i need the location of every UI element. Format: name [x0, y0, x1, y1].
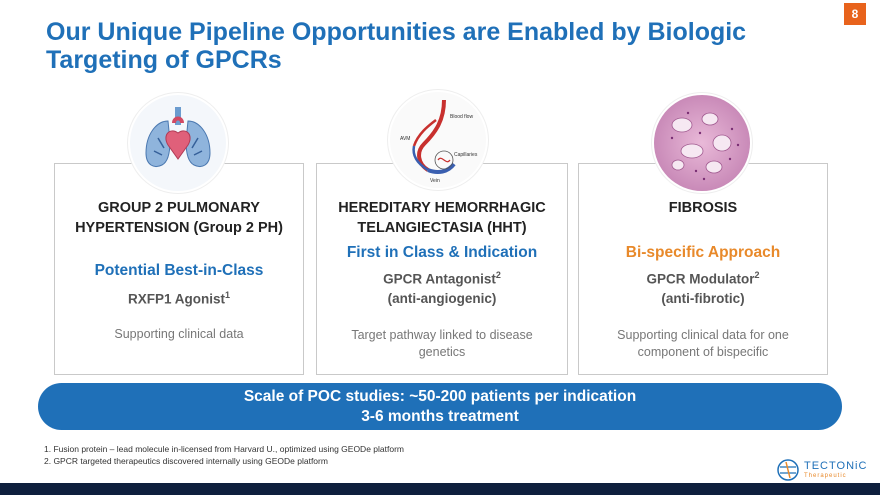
- card-title-line: HYPERTENSION (Group 2 PH): [75, 220, 283, 236]
- card-title: HEREDITARY HEMORRHAGIC TELANGIECTASIA (H…: [317, 198, 567, 238]
- diagram-label: Vein: [430, 178, 440, 184]
- diagram-label: AVM: [400, 136, 410, 142]
- footnotes: 1. Fusion protein – lead molecule in-lic…: [44, 443, 404, 467]
- card-title: GROUP 2 PULMONARY HYPERTENSION (Group 2 …: [55, 198, 303, 238]
- card-hht: HEREDITARY HEMORRHAGIC TELANGIECTASIA (H…: [316, 163, 568, 375]
- card-title: FIBROSIS: [579, 198, 827, 218]
- card-note: Supporting clinical data for one compone…: [617, 327, 789, 359]
- card-note: Target pathway linked to disease genetic…: [351, 327, 533, 359]
- logo-tagline: Therapeutic: [804, 473, 847, 479]
- card-subtitle: GPCR Antagonist2: [383, 270, 501, 287]
- page-number-badge: 8: [844, 3, 866, 25]
- footnote: 2. GPCR targeted therapeutics discovered…: [44, 456, 328, 466]
- card-subtitle: GPCR Modulator2: [646, 270, 760, 287]
- card-highlight: Bi-specific Approach: [625, 244, 781, 261]
- card-fibrosis: FIBROSIS Bi-specific Approach GPCR Modul…: [578, 163, 828, 375]
- card-title-line: GROUP 2 PULMONARY: [98, 200, 260, 216]
- card-title-line: FIBROSIS: [668, 200, 738, 216]
- card-note: Supporting clinical data: [114, 326, 244, 341]
- card-highlight: First in Class & Indication: [346, 244, 538, 261]
- logo-wordmark: TECTONiC: [804, 460, 868, 472]
- diagram-label: Blood flow: [450, 114, 473, 120]
- card-subtitle-2: (anti-fibrotic): [661, 290, 745, 306]
- card-title-line: TELANGIECTASIA (HHT): [357, 220, 527, 236]
- tissue-histology-image: [652, 93, 752, 193]
- poc-scale-banner: Scale of POC studies: ~50-200 patients p…: [38, 383, 842, 430]
- card-title-line: HEREDITARY HEMORRHAGIC: [338, 200, 546, 216]
- diagram-label: Capillaries: [454, 152, 478, 158]
- card-subtitle-2: (anti-angiogenic): [387, 290, 497, 306]
- card-highlight: Potential Best-in-Class: [94, 262, 264, 279]
- logo-globe-icon: [777, 459, 799, 481]
- company-logo: TECTONiC Therapeutic: [776, 458, 872, 482]
- card-subtitle: RXFP1 Agonist1: [127, 290, 231, 307]
- heart-lungs-icon: [128, 93, 228, 193]
- footnote: 1. Fusion protein – lead molecule in-lic…: [44, 444, 404, 454]
- card-pulmonary-hypertension: GROUP 2 PULMONARY HYPERTENSION (Group 2 …: [54, 163, 304, 375]
- slide-title: Our Unique Pipeline Opportunities are En…: [46, 18, 747, 74]
- blood-vessel-diagram: Blood flow AVM Capillaries Vein: [388, 90, 488, 190]
- footer-bar: [0, 483, 880, 495]
- banner-line: 3-6 months treatment: [361, 408, 519, 425]
- banner-line: Scale of POC studies: ~50-200 patients p…: [243, 388, 637, 405]
